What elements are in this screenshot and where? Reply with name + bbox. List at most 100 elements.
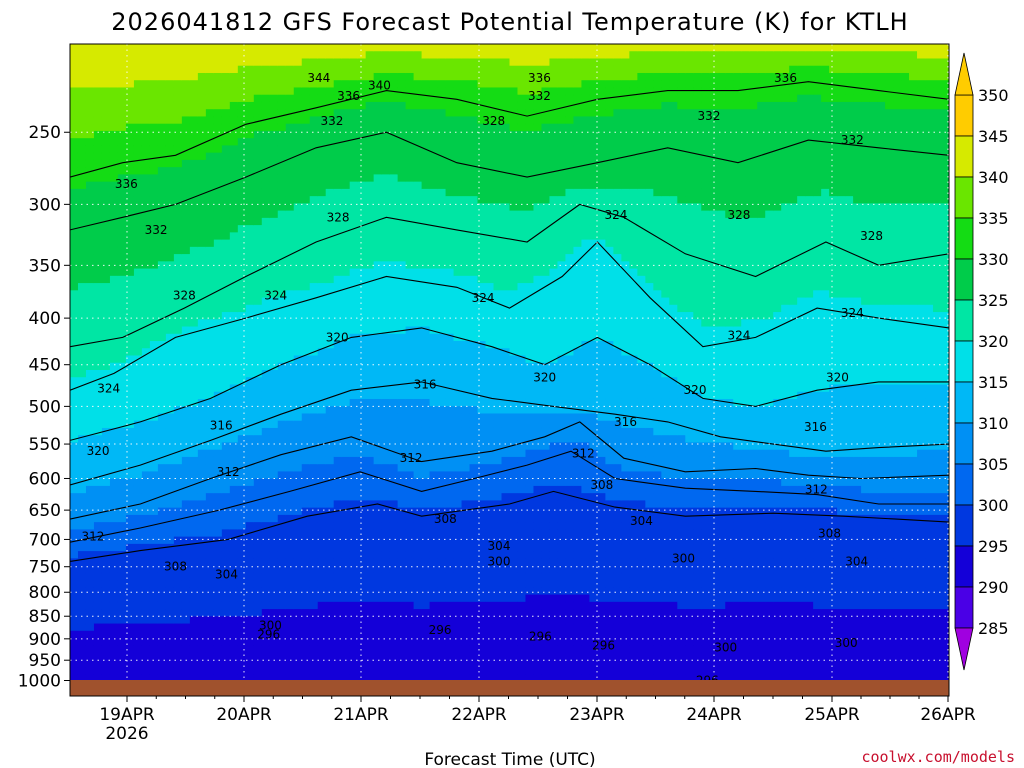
fill-cell [413, 159, 423, 168]
fill-cell [133, 442, 143, 451]
fill-cell [237, 493, 247, 501]
fill-cell [493, 471, 503, 480]
fill-cell [445, 275, 455, 284]
fill-cell [125, 587, 135, 596]
fill-cell [325, 297, 335, 306]
fill-cell [253, 145, 263, 154]
fill-cell [413, 580, 423, 588]
fill-cell [181, 116, 191, 125]
fill-cell [189, 217, 199, 226]
fill-cell [413, 659, 423, 668]
fill-cell [365, 72, 375, 81]
fill-cell [365, 152, 375, 161]
fill-cell [405, 565, 415, 574]
fill-cell [70, 232, 79, 241]
fill-cell [397, 587, 407, 596]
fill-cell [381, 109, 391, 118]
fill-cell [173, 51, 183, 60]
fill-cell [429, 485, 439, 494]
fill-cell [389, 420, 399, 429]
fill-cell [277, 210, 287, 219]
fill-cell [333, 493, 343, 501]
fill-cell [149, 565, 159, 574]
fill-cell [125, 246, 135, 255]
fill-cell [221, 667, 231, 675]
fill-cell [173, 659, 183, 668]
fill-cell [405, 130, 415, 139]
fill-cell [389, 210, 399, 219]
fill-cell [277, 362, 287, 371]
fill-cell [349, 152, 359, 161]
fill-cell [181, 413, 191, 422]
fill-cell [501, 268, 511, 277]
fill-cell [101, 536, 111, 545]
fill-cell [397, 572, 407, 581]
fill-cell [277, 449, 287, 458]
fill-cell [205, 130, 215, 139]
fill-cell [421, 225, 431, 233]
fill-cell [197, 217, 207, 226]
fill-cell [141, 80, 151, 89]
fill-cell [469, 427, 479, 436]
fill-cell [133, 275, 143, 284]
fill-cell [77, 275, 87, 284]
fill-cell [397, 558, 407, 567]
fill-cell [141, 616, 151, 625]
fill-cell [485, 659, 495, 668]
fill-cell [141, 522, 151, 530]
fill-cell [469, 522, 479, 530]
fill-cell [333, 341, 343, 349]
fill-cell [333, 297, 343, 306]
fill-cell [309, 341, 319, 349]
fill-cell [365, 174, 375, 183]
fill-cell [493, 398, 503, 407]
fill-cell [333, 558, 343, 567]
fill-cell [125, 493, 135, 501]
fill-cell [477, 217, 487, 226]
fill-cell [477, 601, 487, 610]
fill-cell [101, 51, 111, 60]
fill-cell [181, 239, 191, 248]
fill-cell [437, 167, 447, 175]
fill-cell [181, 348, 191, 357]
fill-cell [93, 616, 103, 625]
fill-cell [341, 203, 351, 212]
fill-cell [117, 225, 127, 233]
fill-cell [445, 333, 455, 342]
fill-cell [205, 210, 215, 219]
fill-cell [333, 464, 343, 473]
fill-cell [469, 384, 479, 393]
fill-cell [309, 652, 319, 661]
fill-cell [70, 500, 79, 509]
fill-cell [181, 210, 191, 219]
fill-cell [261, 159, 271, 168]
fill-cell [453, 355, 463, 364]
fill-cell [221, 275, 231, 284]
fill-cell [349, 290, 359, 299]
fill-cell [261, 138, 271, 147]
fill-cell [501, 391, 511, 400]
fill-cell [133, 529, 143, 538]
fill-cell [237, 355, 247, 364]
fill-cell [237, 80, 247, 89]
fill-cell [245, 355, 255, 364]
fill-cell [149, 348, 159, 357]
fill-cell [109, 543, 119, 552]
fill-cell [245, 51, 255, 60]
fill-cell [293, 319, 303, 328]
fill-cell [373, 145, 383, 154]
fill-cell [429, 348, 439, 357]
fill-cell [285, 181, 295, 190]
fill-cell [293, 420, 303, 429]
fill-cell [509, 58, 519, 67]
fill-cell [365, 65, 375, 74]
fill-cell [493, 478, 503, 487]
fill-cell [221, 261, 231, 270]
fill-cell [309, 319, 319, 328]
fill-cell [213, 565, 223, 574]
fill-cell [245, 623, 255, 632]
fill-cell [381, 630, 391, 639]
fill-cell [117, 384, 127, 393]
fill-cell [213, 652, 223, 661]
fill-cell [389, 152, 399, 161]
